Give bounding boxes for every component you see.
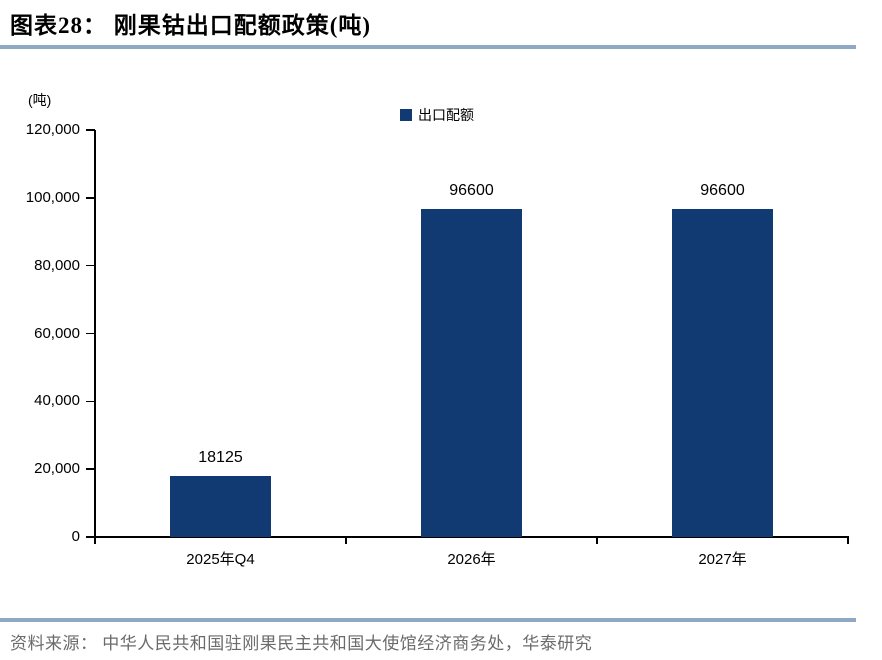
x-tick-mark bbox=[94, 537, 96, 544]
legend-label: 出口配额 bbox=[418, 107, 474, 123]
x-tick-mark bbox=[596, 537, 598, 544]
y-tick-mark bbox=[86, 536, 95, 538]
title-underline bbox=[0, 45, 856, 49]
bar-value-label: 18125 bbox=[198, 448, 243, 466]
x-tick-mark bbox=[345, 537, 347, 544]
source-text: 资料来源： 中华人民共和国驻刚果民主共和国大使馆经济商务处，华泰研究 bbox=[10, 634, 593, 653]
bar-value-label: 96600 bbox=[449, 182, 494, 200]
y-tick-mark bbox=[86, 264, 95, 267]
bar bbox=[421, 209, 522, 537]
y-tick-label: 80,000 bbox=[34, 256, 80, 274]
bar bbox=[170, 475, 271, 537]
y-tick-label: 40,000 bbox=[34, 392, 80, 410]
y-tick-label: 0 bbox=[71, 528, 80, 545]
bar bbox=[672, 209, 773, 537]
y-tick-label: 100,000 bbox=[25, 188, 80, 206]
x-tick-label: 2026年 bbox=[447, 551, 496, 568]
y-tick-label: 60,000 bbox=[34, 324, 80, 342]
y-tick-label: 20,000 bbox=[34, 460, 80, 478]
bar-value-label: 96600 bbox=[700, 182, 745, 200]
footer-divider bbox=[0, 618, 856, 622]
y-tick-mark bbox=[86, 197, 95, 199]
x-tick-label: 2027年 bbox=[698, 551, 747, 568]
y-tick-mark bbox=[86, 400, 95, 403]
x-axis-line bbox=[94, 536, 849, 538]
y-tick-mark bbox=[86, 468, 95, 470]
y-tick-label: 120,000 bbox=[25, 121, 80, 138]
x-tick-label: 2025年Q4 bbox=[186, 551, 255, 568]
x-tick-mark bbox=[847, 537, 849, 544]
chart-title: 图表28： 刚果钴出口配额政策(吨) bbox=[10, 13, 372, 38]
legend-color-swatch bbox=[400, 109, 412, 121]
y-tick-mark bbox=[86, 332, 95, 335]
y-tick-mark bbox=[86, 129, 95, 131]
y-axis-unit-label: (吨) bbox=[28, 92, 52, 108]
y-axis-line bbox=[94, 130, 96, 537]
legend: 出口配额 bbox=[400, 105, 474, 125]
